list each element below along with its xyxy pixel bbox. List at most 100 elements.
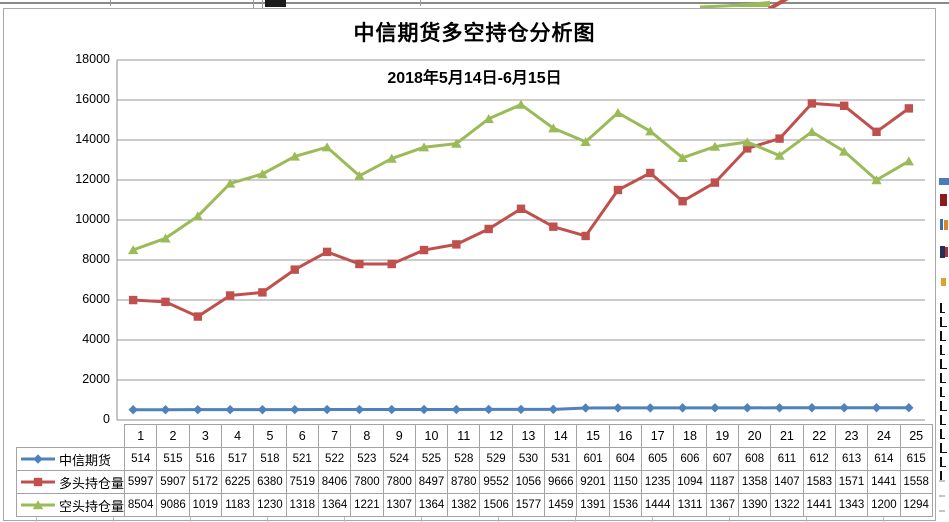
value-cell: 8780 bbox=[447, 470, 481, 494]
sheet-tick-artifact bbox=[575, 517, 576, 522]
clipped-cell-artifact bbox=[939, 178, 949, 185]
value-cell: 1187 bbox=[705, 470, 739, 494]
category-header-cell: 2 bbox=[156, 424, 190, 448]
sheet-tick-artifact bbox=[113, 517, 114, 522]
category-header-cell: 9 bbox=[382, 424, 416, 448]
y-axis-tick-label: 16000 bbox=[75, 92, 110, 106]
square-marker-icon bbox=[258, 288, 267, 297]
value-cell: 1318 bbox=[285, 493, 319, 517]
value-cell: 9552 bbox=[479, 470, 513, 494]
square-marker-icon bbox=[840, 101, 849, 110]
value-cell: 522 bbox=[317, 447, 352, 471]
clipped-cell-artifact bbox=[944, 220, 948, 230]
diamond-marker-icon bbox=[677, 403, 688, 413]
diamond-marker-icon bbox=[193, 404, 203, 415]
sheet-tick-artifact bbox=[729, 517, 730, 522]
value-cell: 7800 bbox=[382, 470, 416, 494]
value-cell: 608 bbox=[737, 447, 772, 471]
category-header-cell: 6 bbox=[285, 424, 319, 448]
value-cell: 1322 bbox=[770, 493, 804, 517]
value-cell: 1200 bbox=[867, 493, 901, 517]
value-cell: 5997 bbox=[124, 470, 158, 494]
clipped-text-artifact bbox=[940, 331, 946, 341]
diamond-marker-icon bbox=[645, 403, 655, 413]
y-axis-tick-label: 6000 bbox=[82, 292, 110, 306]
chart-subtitle: 2018年5月14日-6月15日 bbox=[387, 70, 562, 87]
clipped-text-artifact bbox=[940, 345, 945, 355]
category-header-cell: 14 bbox=[544, 424, 578, 448]
category-header-cell: 16 bbox=[608, 424, 643, 448]
y-axis-tick-label: 4000 bbox=[82, 332, 110, 346]
square-marker-icon bbox=[161, 297, 170, 307]
y-axis-tick-label: 2000 bbox=[82, 372, 110, 386]
value-cell: 529 bbox=[479, 447, 513, 471]
triangle-marker-icon bbox=[903, 156, 915, 166]
value-cell: 601 bbox=[576, 447, 610, 471]
triangle-marker-icon bbox=[160, 233, 171, 243]
sheet-tick-artifact bbox=[262, 0, 263, 8]
clipped-text-artifact bbox=[940, 415, 946, 425]
triangle-marker-icon bbox=[806, 127, 818, 136]
series-空头持仓量[interactable] bbox=[127, 99, 915, 255]
value-cell: 1577 bbox=[511, 493, 546, 517]
category-header-cell: 7 bbox=[317, 424, 352, 448]
triangle-marker-icon bbox=[257, 169, 268, 179]
legend-item[interactable]: 空头持仓量 bbox=[15, 493, 126, 517]
value-cell: 1536 bbox=[608, 493, 643, 517]
value-cell: 613 bbox=[834, 447, 869, 471]
category-header-cell: 23 bbox=[834, 424, 869, 448]
value-cell: 9666 bbox=[544, 470, 578, 494]
triangle-marker-icon bbox=[645, 126, 656, 136]
legend-item[interactable]: 多头持仓量 bbox=[15, 470, 126, 494]
legend-item[interactable]: 中信期货 bbox=[15, 447, 126, 471]
value-cell: 1459 bbox=[544, 493, 578, 517]
triangle-marker-icon bbox=[192, 211, 203, 221]
triangle-marker-icon bbox=[483, 114, 494, 123]
triangle-marker-icon bbox=[321, 142, 333, 152]
clipped-text-artifact bbox=[940, 373, 946, 383]
clipped-chart-artifact bbox=[699, 0, 789, 10]
square-marker-icon bbox=[549, 222, 558, 231]
square-marker-icon bbox=[710, 178, 720, 187]
value-cell: 8497 bbox=[414, 470, 449, 494]
diamond-marker-icon bbox=[419, 404, 429, 415]
value-cell: 612 bbox=[802, 447, 836, 471]
series-中信期货[interactable] bbox=[128, 403, 914, 415]
sheet-tick-artifact bbox=[806, 517, 807, 522]
value-cell: 1571 bbox=[834, 470, 869, 494]
value-cell: 1094 bbox=[673, 470, 707, 494]
diamond-marker-icon bbox=[451, 404, 462, 415]
category-header-cell: 24 bbox=[867, 424, 901, 448]
diamond-marker-icon bbox=[160, 405, 171, 415]
y-axis-tick-label: 0 bbox=[103, 412, 110, 426]
sheet-tick-artifact bbox=[190, 517, 191, 522]
sheet-tick-artifact bbox=[253, 0, 254, 8]
diamond-marker-icon bbox=[290, 404, 300, 415]
category-header-cell: 21 bbox=[770, 424, 804, 448]
clipped-text-artifact bbox=[940, 303, 945, 313]
value-cell: 1382 bbox=[447, 493, 481, 517]
triangle-marker-icon bbox=[709, 141, 721, 151]
y-axis-tick-label: 8000 bbox=[82, 252, 110, 266]
diamond-marker-icon bbox=[387, 404, 397, 415]
sheet-tick-artifact bbox=[498, 517, 499, 522]
category-header-cell: 19 bbox=[705, 424, 739, 448]
value-cell: 8504 bbox=[124, 493, 158, 517]
square-marker-icon bbox=[484, 224, 493, 234]
series-多头持仓量[interactable] bbox=[128, 99, 914, 321]
square-marker-icon bbox=[516, 204, 526, 213]
square-marker-icon bbox=[678, 197, 687, 206]
category-header-cell: 13 bbox=[511, 424, 546, 448]
square-marker-icon bbox=[452, 240, 461, 249]
chart-title: 中信期货多空持仓分析图 bbox=[353, 22, 596, 45]
sheet-tick-artifact bbox=[883, 517, 884, 522]
category-header-cell: 3 bbox=[188, 424, 222, 448]
value-cell: 1583 bbox=[802, 470, 836, 494]
category-header-cell: 18 bbox=[673, 424, 707, 448]
y-axis-tick-label: 18000 bbox=[75, 52, 110, 66]
square-marker-icon bbox=[419, 245, 429, 255]
triangle-marker-icon bbox=[515, 99, 527, 109]
value-cell: 1441 bbox=[802, 493, 836, 517]
value-cell: 528 bbox=[447, 447, 481, 471]
